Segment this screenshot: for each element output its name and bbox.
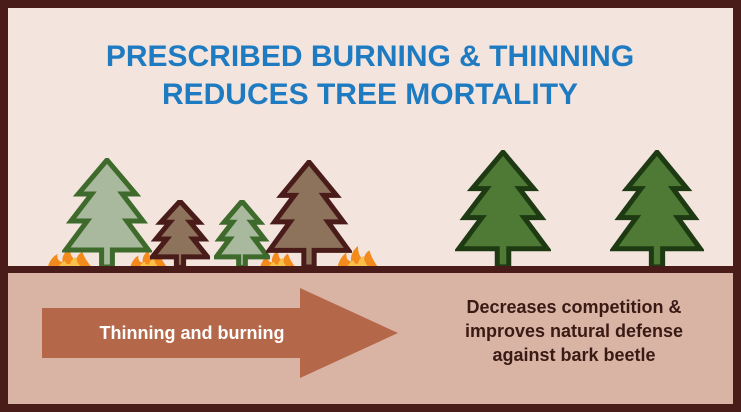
arrow-label: Thinning and burning <box>100 323 285 343</box>
ground-line <box>8 266 733 273</box>
title-line: REDUCES TREE MORTALITY <box>162 78 578 111</box>
result-line: against bark beetle <box>492 345 655 365</box>
title-line: PRESCRIBED BURNING & THINNING <box>106 40 634 73</box>
result-line: Decreases competition & <box>466 297 681 317</box>
result-line: improves natural defense <box>465 321 683 341</box>
page: {"title": {"lines": ["PRESCRIBED BURNING… <box>0 0 741 412</box>
infographic: PRESCRIBED BURNING & THINNING REDUCES TR… <box>0 0 741 412</box>
